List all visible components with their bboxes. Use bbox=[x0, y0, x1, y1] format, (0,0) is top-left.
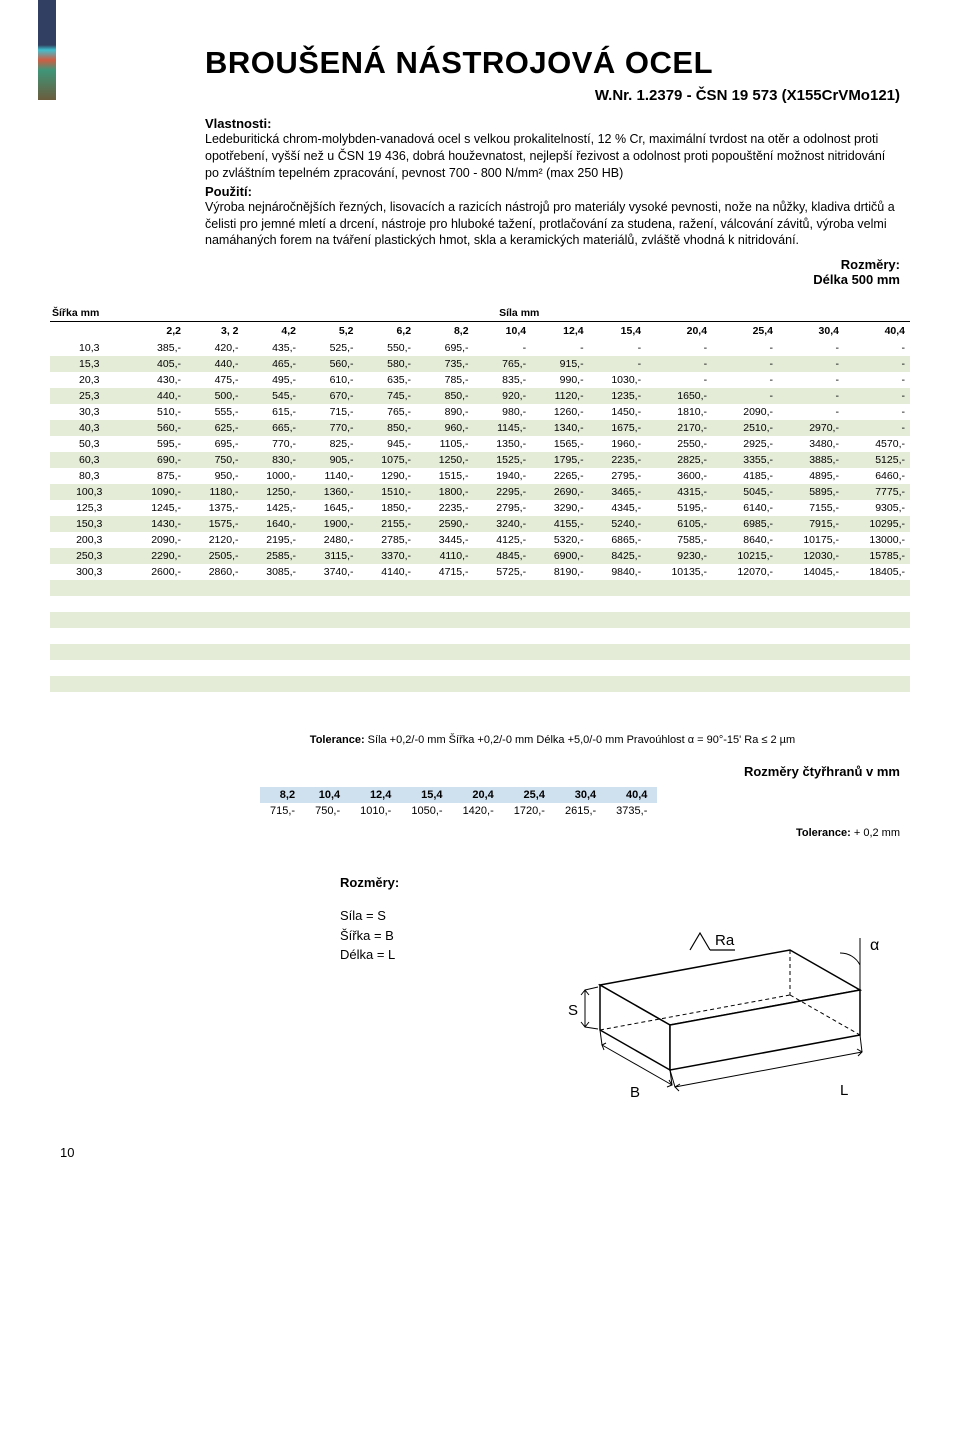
table-row: 40,3560,-625,-665,-770,-850,-960,-1145,-… bbox=[50, 420, 910, 436]
page-number: 10 bbox=[60, 1145, 910, 1160]
sq-col: 20,4 bbox=[453, 787, 504, 803]
sq-col: 30,4 bbox=[555, 787, 606, 803]
thickness-col: 30,4 bbox=[778, 322, 844, 341]
l-label: L bbox=[840, 1082, 848, 1099]
thickness-col: 2,2 bbox=[128, 322, 186, 341]
use-text: Výroba nejnáročnějších řezných, lisovací… bbox=[205, 199, 900, 250]
thickness-col: 40,4 bbox=[844, 322, 910, 341]
thickness-col: 4,2 bbox=[244, 322, 302, 341]
tolerance-line: Tolerance: Tolerance: Síla +0,2/-0 mm Ší… bbox=[205, 734, 900, 746]
table-row: 20,3430,-475,-495,-610,-635,-785,-835,-9… bbox=[50, 372, 910, 388]
squares-table: 8,210,412,415,420,425,430,440,4 715,-750… bbox=[260, 787, 657, 819]
sq-col: 25,4 bbox=[504, 787, 555, 803]
table-row: 25,3440,-500,-545,-670,-745,-850,-920,-1… bbox=[50, 388, 910, 404]
alpha-label: α bbox=[870, 937, 879, 954]
thickness-col-header: Síla mm bbox=[128, 305, 910, 322]
sq-col: 15,4 bbox=[401, 787, 452, 803]
page-title: BROUŠENÁ NÁSTROJOVÁ OCEL bbox=[205, 45, 910, 81]
table-row: 60,3690,-750,-830,-905,-1075,-1250,-1525… bbox=[50, 452, 910, 468]
b-label: B bbox=[630, 1084, 640, 1101]
dimensions-label: Rozměry: bbox=[0, 257, 900, 272]
length-label: Délka 500 mm bbox=[0, 272, 900, 287]
thickness-col: 15,4 bbox=[589, 322, 647, 341]
table-row: 30,3510,-555,-615,-715,-765,-890,-980,-1… bbox=[50, 404, 910, 420]
sq-col: 40,4 bbox=[606, 787, 657, 803]
thickness-col: 3, 2 bbox=[186, 322, 244, 341]
price-table: Šířka mm Síla mm 2,23, 24,25,26,28,210,4… bbox=[50, 305, 910, 708]
table-row: 80,3875,-950,-1000,-1140,-1290,-1515,-19… bbox=[50, 468, 910, 484]
decorative-stripe bbox=[38, 0, 56, 100]
sq-col: 10,4 bbox=[305, 787, 350, 803]
block-diagram: Ra α S bbox=[540, 895, 900, 1115]
squares-title: Rozměry čtyřhranů v mm bbox=[205, 764, 900, 779]
properties-label: Vlastnosti: bbox=[205, 116, 910, 131]
table-row: 10,3385,-420,-435,-525,-550,-695,-------… bbox=[50, 340, 910, 356]
table-row: 250,32290,-2505,-2585,-3115,-3370,-4110,… bbox=[50, 548, 910, 564]
table-row: 50,3595,-695,-770,-825,-945,-1105,-1350,… bbox=[50, 436, 910, 452]
s-label: S bbox=[568, 1002, 578, 1019]
thickness-col: 12,4 bbox=[531, 322, 589, 341]
table-row: 125,31245,-1375,-1425,-1645,-1850,-2235,… bbox=[50, 500, 910, 516]
use-label: Použití: bbox=[205, 184, 910, 199]
width-col-header: Šířka mm bbox=[50, 305, 128, 322]
properties-text: Ledeburitická chrom-molybden-vanadová oc… bbox=[205, 131, 900, 182]
subtitle: W.Nr. 1.2379 - ČSN 19 573 (X155CrVMo121) bbox=[0, 87, 900, 104]
sq-col: 12,4 bbox=[350, 787, 401, 803]
dims-label: Rozměry: bbox=[340, 875, 910, 890]
tolerance2: Tolerance: + 0,2 mm bbox=[0, 827, 900, 839]
thickness-col: 8,2 bbox=[416, 322, 474, 341]
thickness-col: 25,4 bbox=[712, 322, 778, 341]
ra-label: Ra bbox=[715, 932, 735, 949]
table-row: 150,31430,-1575,-1640,-1900,-2155,-2590,… bbox=[50, 516, 910, 532]
thickness-col: 5,2 bbox=[301, 322, 359, 341]
thickness-col: 20,4 bbox=[646, 322, 712, 341]
table-row: 200,32090,-2120,-2195,-2480,-2785,-3445,… bbox=[50, 532, 910, 548]
table-row: 300,32600,-2860,-3085,-3740,-4140,-4715,… bbox=[50, 564, 910, 580]
thickness-col: 6,2 bbox=[359, 322, 417, 341]
sq-col: 8,2 bbox=[260, 787, 305, 803]
table-row: 15,3405,-440,-465,-560,-580,-735,-765,-9… bbox=[50, 356, 910, 372]
table-row: 100,31090,-1180,-1250,-1360,-1510,-1800,… bbox=[50, 484, 910, 500]
thickness-col: 10,4 bbox=[474, 322, 532, 341]
